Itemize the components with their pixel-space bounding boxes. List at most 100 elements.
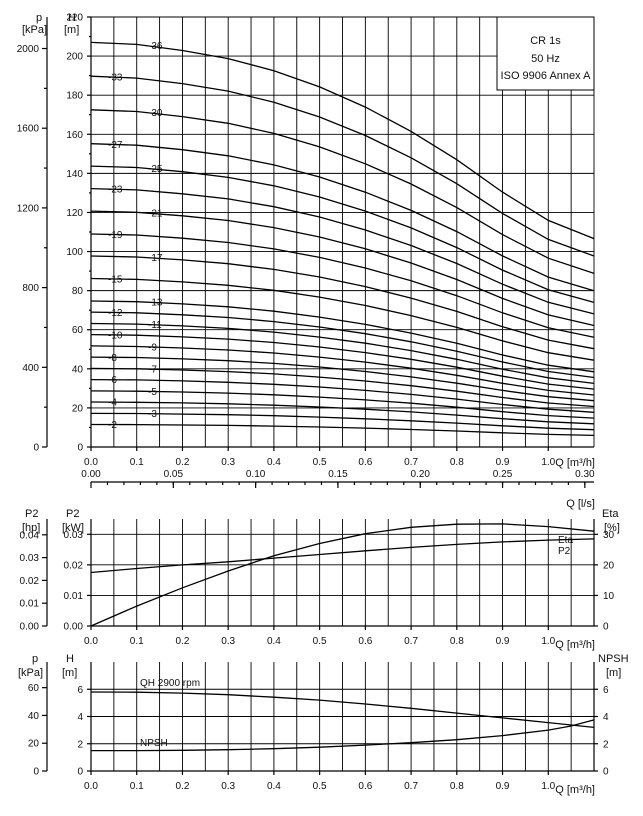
npsh-tick-label: 0	[603, 767, 609, 778]
stage-label: -19	[108, 230, 123, 241]
x-tick-label: 0.2	[176, 781, 190, 792]
h-tick-label: 6	[77, 685, 83, 696]
y-tick-label: 40	[72, 364, 84, 375]
x-tick-label: 0.5	[313, 636, 327, 647]
qh-curve-25	[90, 165, 595, 304]
stage-label: -3	[148, 409, 157, 420]
stage-label: -11	[148, 320, 162, 331]
stage-label: -4	[108, 398, 117, 409]
qh-curve-6	[90, 378, 595, 413]
kpa-tick-label: 1600	[17, 124, 40, 135]
qh-curve-2	[90, 423, 595, 437]
y-tick-label: 180	[66, 91, 83, 102]
qh-curve-30	[90, 109, 595, 275]
eta-tick-label: 30	[603, 530, 615, 541]
y-tick-label: 160	[66, 130, 83, 141]
x-tick-label: 0.6	[358, 457, 372, 468]
kpa-tick-label: 20	[28, 739, 40, 750]
x-tick-label: 0.2	[176, 636, 190, 647]
hp-tick-label: 0.00	[20, 622, 40, 633]
ls-tick-label: 0.20	[411, 469, 431, 480]
x-tick-label: 0.6	[358, 781, 372, 792]
kpa-tick-label: 800	[22, 283, 39, 294]
npsh-tick-label: 4	[603, 712, 609, 723]
stage-label: -36	[148, 41, 163, 52]
name-box	[496, 16, 595, 91]
head-axis-title: H	[68, 12, 76, 24]
x-tick-label: 0.1	[130, 636, 144, 647]
qh-curve-33	[90, 75, 595, 257]
head-axis-title: H	[66, 653, 74, 665]
head-axis-unit: [m]	[64, 24, 79, 36]
head-axis-unit: [m]	[62, 667, 77, 679]
x-tick-label: 0.2	[176, 457, 190, 468]
qh-curve-9	[90, 345, 595, 396]
kpa-tick-label: 1200	[17, 203, 40, 214]
stage-label: -25	[148, 164, 163, 175]
x-tick-label: 0.6	[358, 636, 372, 647]
qh-curve-15	[90, 277, 595, 361]
x-tick-label: 0.3	[221, 457, 235, 468]
eta-curve-label: Eta	[558, 535, 573, 546]
x-tick-label: 0.5	[313, 457, 327, 468]
x-tick-label: 0.0	[84, 781, 98, 792]
stage-label: -2	[108, 420, 117, 431]
name-box-frequency: 50 Hz	[531, 53, 560, 65]
stage-label: -27	[108, 140, 123, 151]
hp-axis-unit: [hp]	[22, 522, 40, 534]
x-tick-label: 0.4	[267, 636, 281, 647]
x-axis-title: Q [m³/h]	[555, 457, 595, 469]
qh-curve-11	[90, 322, 595, 385]
h-tick-label: 2	[77, 739, 83, 750]
x-tick-label: 0.0	[84, 457, 98, 468]
kw-axis-unit: [kW]	[62, 522, 84, 534]
kw-tick-label: 0.02	[64, 560, 84, 571]
stage-label: -17	[148, 253, 163, 264]
name-box-standard: ISO 9906 Annex A	[501, 70, 592, 82]
x-tick-label: 0.4	[267, 781, 281, 792]
kpa-axis-title: p	[32, 653, 38, 665]
name-box-title: CR 1s	[530, 35, 561, 47]
kw-tick-label: 0.00	[64, 622, 84, 633]
h-tick-label: 0	[77, 767, 83, 778]
kpa-tick-label: 0	[33, 443, 39, 454]
y-tick-label: 140	[66, 169, 83, 180]
qh-curve-17	[90, 255, 595, 350]
qh-curve-23	[90, 187, 595, 315]
stage-label: -9	[148, 342, 157, 353]
stage-label: -15	[108, 274, 123, 285]
eta-tick-label: 20	[603, 560, 615, 571]
qh-curve-4	[90, 401, 595, 425]
qh-curve-27	[90, 143, 595, 292]
x-tick-label: 0.8	[450, 457, 464, 468]
x-tick-label: 0.7	[404, 636, 418, 647]
x-axis-title: Q [m³/h]	[555, 784, 595, 796]
curve-npsh	[91, 719, 595, 752]
y-tick-label: 80	[72, 286, 84, 297]
npsh-axis-title: NPSH	[598, 653, 629, 665]
y-tick-label: 60	[72, 325, 84, 336]
x-tick-label: 0.3	[221, 636, 235, 647]
x-tick-label: 0.4	[267, 457, 281, 468]
y-tick-label: 200	[66, 52, 83, 63]
stage-label: -30	[148, 108, 163, 119]
kw-tick-label: 0.03	[64, 530, 84, 541]
npsh-curve-label: NPSH	[140, 738, 168, 749]
x-axis-title: Q [m³/h]	[555, 639, 595, 651]
kw-tick-label: 0.01	[64, 591, 84, 602]
hp-tick-label: 0.03	[20, 553, 40, 564]
eta-tick-label: 0	[603, 622, 609, 633]
y-tick-label: 100	[66, 247, 83, 258]
y-tick-label: 220	[66, 13, 83, 24]
hp-tick-label: 0.01	[20, 599, 40, 610]
stage-label: -13	[148, 298, 163, 309]
x-tick-label: 0.8	[450, 781, 464, 792]
ls-tick-label: 0.30	[575, 469, 595, 480]
kpa-axis-unit: [kPa]	[22, 24, 47, 36]
qh-curve-7	[90, 367, 595, 408]
x-tick-label: 0.0	[84, 636, 98, 647]
curve-qh-2900-rpm	[90, 691, 595, 729]
eta-axis-title: Eta	[602, 508, 619, 520]
x-tick-label: 0.9	[496, 781, 510, 792]
